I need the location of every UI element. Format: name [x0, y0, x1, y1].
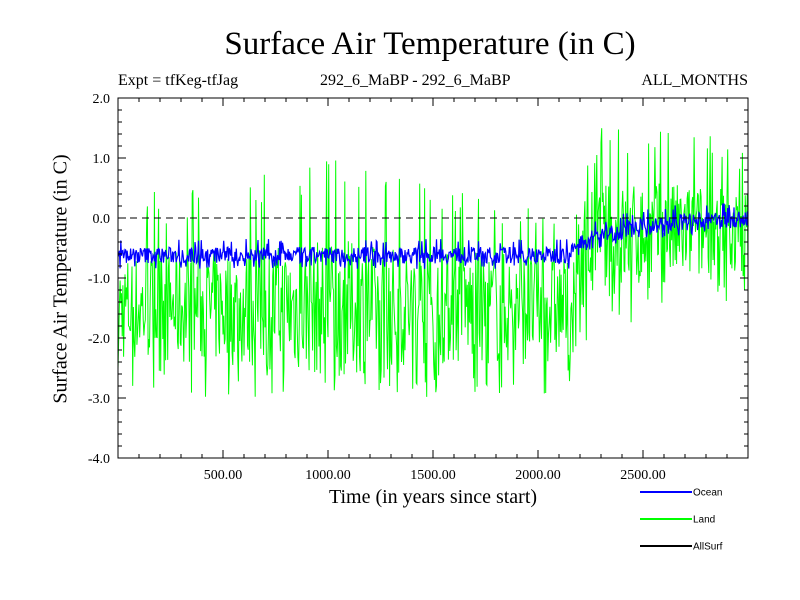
months-label: ALL_MONTHS — [641, 72, 748, 89]
legend: Ocean Land AllSurf — [640, 488, 723, 553]
y-tick-label: -4.0 — [88, 452, 110, 467]
y-tick-label: 1.0 — [93, 152, 111, 167]
chart-title: Surface Air Temperature (in C) — [224, 26, 636, 62]
legend-label-allsurf: AllSurf — [693, 542, 723, 553]
x-tick-label: 500.00 — [204, 468, 243, 483]
x-axis-label: Time (in years since start) — [328, 486, 538, 508]
experiment-label: Expt = tfKeg-tfJag — [118, 72, 239, 89]
series-layer — [117, 128, 749, 397]
y-tick-label: -3.0 — [88, 392, 110, 407]
x-tick-label: 1000.00 — [305, 468, 351, 483]
period-label: 292_6_MaBP - 292_6_MaBP — [320, 72, 511, 89]
y-tick-label: 0.0 — [93, 212, 111, 227]
series-ocean-line — [117, 203, 749, 269]
legend-label-land: Land — [693, 515, 715, 526]
legend-label-ocean: Ocean — [693, 488, 722, 499]
series-land-line — [117, 128, 749, 397]
frame-layer: 2.0 1.0 0.0 -1.0 -2.0 -3.0 -4.0 500.00 1000.00 15… — [88, 92, 749, 483]
x-tick-label: 2000.00 — [515, 468, 561, 483]
x-tick-label: 2500.00 — [620, 468, 666, 483]
y-tick-label: -2.0 — [88, 332, 110, 347]
y-tick-label: 2.0 — [93, 92, 111, 107]
x-tick-label: 1500.00 — [410, 468, 456, 483]
y-tick-label: -1.0 — [88, 272, 110, 287]
